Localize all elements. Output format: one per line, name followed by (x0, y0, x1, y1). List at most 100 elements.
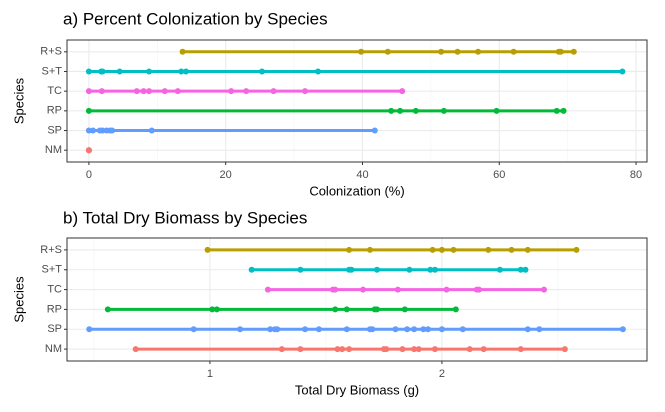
point (258, 68, 265, 75)
x-tick-label: 20 (220, 169, 232, 181)
point (454, 48, 461, 55)
point (278, 346, 285, 353)
point (411, 346, 418, 353)
x-tick-label: 80 (630, 169, 642, 181)
point (302, 88, 309, 95)
panel-bg (67, 40, 647, 162)
x-tick-label: 60 (493, 169, 505, 181)
y-tick-label: S+T (42, 264, 63, 276)
point (404, 326, 411, 333)
point (178, 68, 185, 75)
point (412, 107, 419, 114)
point (360, 286, 367, 293)
panel-border (66, 39, 648, 163)
point (343, 306, 350, 313)
y-axis-title: Species (11, 77, 26, 124)
point (270, 88, 277, 95)
point (297, 266, 304, 273)
panel-title: a) Percent Colonization by Species (63, 9, 328, 28)
point (427, 266, 434, 273)
point (450, 246, 457, 253)
y-tick-label: SP (47, 323, 62, 335)
point (429, 246, 436, 253)
point (466, 346, 473, 353)
point (346, 346, 353, 353)
point (411, 326, 418, 333)
y-tick-label: S+T (42, 65, 63, 77)
point (85, 68, 92, 75)
point (476, 286, 483, 293)
point (267, 326, 274, 333)
point (332, 286, 339, 293)
point (358, 48, 365, 55)
point (237, 326, 244, 333)
point (517, 346, 524, 353)
point (553, 107, 560, 114)
point (536, 326, 543, 333)
point (522, 266, 529, 273)
point (517, 266, 524, 273)
point (438, 326, 445, 333)
point (524, 326, 531, 333)
point (204, 246, 211, 253)
point (348, 266, 355, 273)
point (399, 346, 406, 353)
point (438, 246, 445, 253)
point (264, 286, 271, 293)
point (438, 48, 445, 55)
point (85, 88, 92, 95)
x-tick-label: 0 (86, 169, 92, 181)
panel-bg (67, 238, 647, 361)
y-tick-label: TC (47, 85, 62, 97)
y-tick-label: RP (47, 303, 62, 315)
point (85, 127, 92, 134)
point (148, 127, 155, 134)
point (99, 127, 106, 134)
y-tick-label: RP (47, 105, 62, 117)
point (346, 246, 353, 253)
point (619, 326, 626, 333)
point (133, 88, 140, 95)
point (392, 326, 399, 333)
point (619, 68, 626, 75)
panel-title: b) Total Dry Biomass by Species (63, 208, 307, 227)
point (334, 346, 341, 353)
point (190, 326, 197, 333)
point (383, 346, 390, 353)
point (85, 147, 92, 154)
point (98, 88, 105, 95)
point (104, 306, 111, 313)
x-tick-label: 40 (356, 169, 368, 181)
point (89, 127, 96, 134)
point (209, 306, 216, 313)
point (459, 326, 466, 333)
point (431, 266, 438, 273)
point (475, 48, 482, 55)
y-tick-label: TC (47, 283, 62, 295)
point (228, 88, 235, 95)
point (496, 266, 503, 273)
point (140, 88, 147, 95)
point (161, 88, 168, 95)
point (315, 68, 322, 75)
point (373, 306, 380, 313)
point (420, 326, 427, 333)
point (394, 286, 401, 293)
point (388, 107, 395, 114)
point (508, 246, 515, 253)
point (397, 107, 404, 114)
point (570, 48, 577, 55)
x-tick-label: 1 (207, 368, 213, 380)
point (406, 266, 413, 273)
y-tick-label: R+S (40, 244, 62, 256)
point (243, 88, 250, 95)
y-tick-label: NM (45, 343, 62, 355)
point (274, 326, 281, 333)
point (560, 107, 567, 114)
point (557, 48, 564, 55)
point (183, 68, 190, 75)
point (302, 326, 309, 333)
point (452, 306, 459, 313)
